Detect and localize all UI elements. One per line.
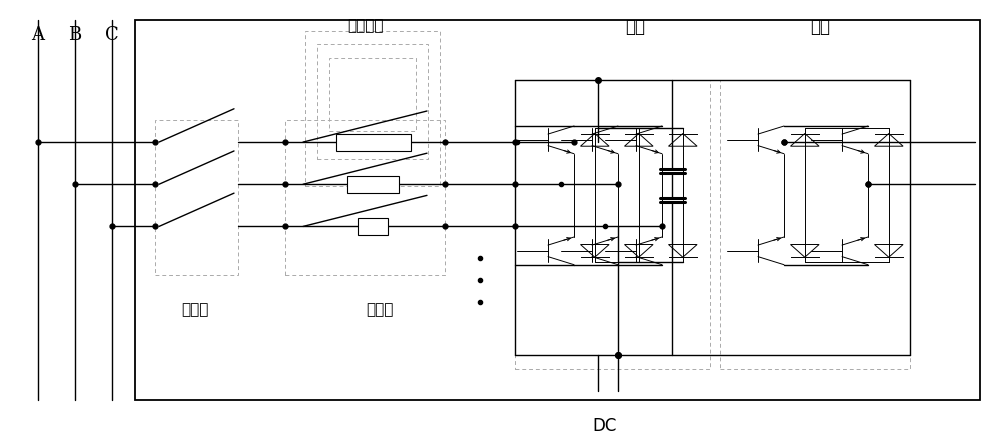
Text: C: C [105, 26, 119, 44]
Bar [515, 80, 710, 369]
Bar [285, 120, 445, 275]
Text: B: B [68, 26, 82, 44]
Bar [155, 120, 238, 275]
Bar [336, 134, 411, 151]
Bar [347, 176, 399, 193]
Text: DC: DC [593, 417, 617, 436]
Text: 限流电阻: 限流电阻 [347, 18, 383, 33]
Bar [720, 80, 910, 369]
Bar [317, 44, 428, 159]
Text: A: A [32, 26, 44, 44]
Text: 断路器: 断路器 [181, 302, 209, 317]
Text: 接触器: 接触器 [366, 302, 394, 317]
Bar [305, 31, 440, 186]
Bar [329, 58, 416, 131]
Bar [135, 20, 980, 400]
Text: 整流: 整流 [625, 18, 645, 36]
Text: 逆变: 逆变 [810, 18, 830, 36]
Bar [358, 218, 388, 235]
